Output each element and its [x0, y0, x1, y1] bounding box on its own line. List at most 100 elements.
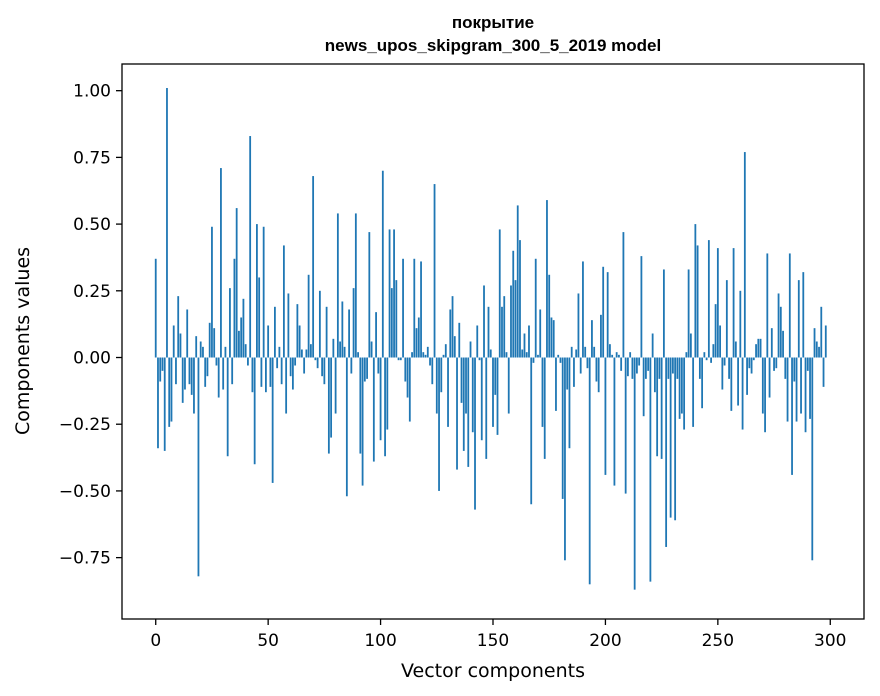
- bar-component-67: [305, 349, 308, 358]
- x-tick-label-100: 100: [364, 631, 396, 651]
- y-axis-label: Components values: [12, 247, 34, 435]
- bar-component-24: [208, 322, 211, 358]
- bar-component-138: [465, 357, 467, 414]
- bar-component-232: [676, 357, 679, 379]
- bar-component-227: [665, 357, 668, 547]
- bar-component-246: [707, 240, 710, 358]
- bar-component-294: [815, 341, 818, 358]
- bar-component-18: [195, 336, 198, 358]
- bar-component-250: [716, 248, 719, 358]
- bar-component-38: [240, 317, 243, 358]
- bar-component-81: [336, 213, 339, 358]
- bar-component-259: [737, 357, 739, 406]
- bar-component-242: [698, 357, 701, 379]
- bar-component-130: [447, 357, 449, 427]
- bar-component-66: [303, 357, 306, 374]
- bar-component-114: [411, 352, 413, 358]
- bar-component-63: [296, 304, 299, 358]
- bar-component-285: [795, 357, 798, 422]
- bar-component-144: [478, 357, 481, 361]
- bar-component-21: [202, 346, 204, 358]
- bar-component-164: [523, 333, 526, 358]
- x-tick-label-300: 300: [814, 631, 846, 651]
- bar-component-7: [170, 357, 173, 422]
- bar-component-136: [460, 357, 463, 403]
- bar-component-270: [761, 357, 764, 414]
- bar-component-104: [388, 229, 391, 358]
- bar-component-260: [739, 290, 742, 358]
- bar-component-255: [728, 357, 730, 379]
- bar-component-280: [784, 357, 787, 379]
- y-axis-ticks: 1.00 0.75 0.50 0.25 0.00 −0.25 −0.50 −0.75: [59, 82, 122, 569]
- bar-component-211: [629, 352, 632, 358]
- bar-component-201: [606, 272, 609, 358]
- bar-component-95: [368, 232, 371, 358]
- bar-component-115: [413, 258, 416, 358]
- bar-component-80: [334, 357, 337, 414]
- bar-component-4: [163, 357, 166, 451]
- bar-component-122: [429, 357, 431, 366]
- bar-component-169: [534, 258, 537, 358]
- bar-component-186: [573, 357, 575, 387]
- bar-component-75: [323, 357, 326, 385]
- bar-component-159: [512, 250, 515, 358]
- bar-component-89: [354, 213, 357, 358]
- bar-component-214: [636, 357, 638, 374]
- bar-component-293: [813, 328, 816, 358]
- x-tick-label-50: 50: [257, 631, 279, 651]
- bar-component-223: [656, 357, 659, 457]
- bar-component-247: [710, 357, 712, 363]
- bar-component-121: [426, 346, 429, 358]
- bar-component-68: [307, 274, 310, 358]
- bar-component-6: [168, 357, 171, 427]
- bar-component-265: [750, 357, 753, 374]
- bar-component-267: [755, 344, 757, 358]
- bar-component-167: [530, 357, 533, 505]
- bar-component-149: [489, 349, 492, 358]
- bar-component-77: [327, 357, 330, 454]
- bar-component-127: [440, 357, 443, 393]
- bar-component-187: [575, 349, 578, 358]
- bar-component-112: [406, 357, 409, 398]
- bar-component-184: [568, 357, 571, 449]
- bar-component-139: [467, 357, 470, 467]
- bar-component-148: [487, 306, 490, 358]
- y-tick-label-0: 1.00: [73, 82, 111, 102]
- bar-component-146: [483, 285, 485, 358]
- bar-component-289: [804, 357, 807, 433]
- bar-component-268: [757, 338, 760, 358]
- x-tick-label-250: 250: [702, 631, 734, 651]
- bar-component-13: [184, 357, 186, 390]
- bar-component-69: [309, 344, 312, 358]
- x-axis-label: Vector components: [401, 660, 585, 682]
- bar-component-118: [420, 261, 422, 358]
- bar-component-292: [811, 357, 814, 561]
- bar-component-180: [559, 357, 562, 363]
- bar-component-84: [343, 346, 346, 358]
- bar-component-236: [685, 352, 688, 358]
- bar-component-131: [449, 309, 452, 358]
- bar-component-57: [282, 245, 285, 358]
- bar-component-196: [595, 357, 598, 382]
- bar-component-150: [492, 357, 494, 427]
- bar-component-58: [285, 357, 288, 414]
- bar-component-1: [157, 357, 159, 449]
- bar-component-86: [348, 309, 350, 358]
- bar-component-274: [770, 328, 773, 358]
- bar-component-22: [204, 357, 207, 387]
- bar-component-251: [719, 325, 721, 358]
- chart-title-line2: news_upos_skipgram_300_5_2019 model: [325, 36, 661, 55]
- bar-component-213: [633, 357, 636, 590]
- bar-component-97: [372, 357, 375, 462]
- bar-component-83: [341, 301, 344, 358]
- bar-component-92: [361, 357, 364, 486]
- bar-component-162: [519, 240, 521, 358]
- bar-component-238: [689, 333, 692, 358]
- bar-component-198: [600, 314, 602, 358]
- bar-component-59: [287, 293, 290, 358]
- bar-component-243: [701, 357, 704, 409]
- bar-component-181: [561, 357, 564, 499]
- bar-component-202: [609, 344, 611, 358]
- bar-component-53: [274, 306, 276, 358]
